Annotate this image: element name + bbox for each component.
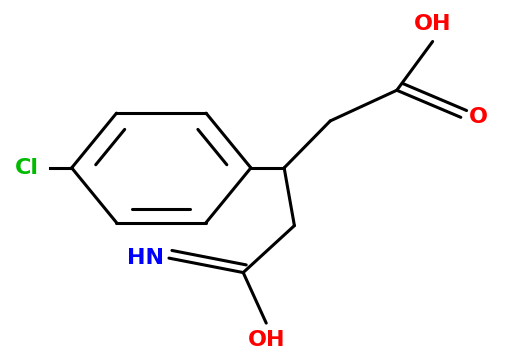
Text: HN: HN bbox=[127, 248, 164, 268]
Text: O: O bbox=[468, 107, 487, 127]
Text: OH: OH bbox=[247, 330, 285, 350]
Text: Cl: Cl bbox=[14, 158, 38, 178]
Text: OH: OH bbox=[414, 14, 452, 34]
